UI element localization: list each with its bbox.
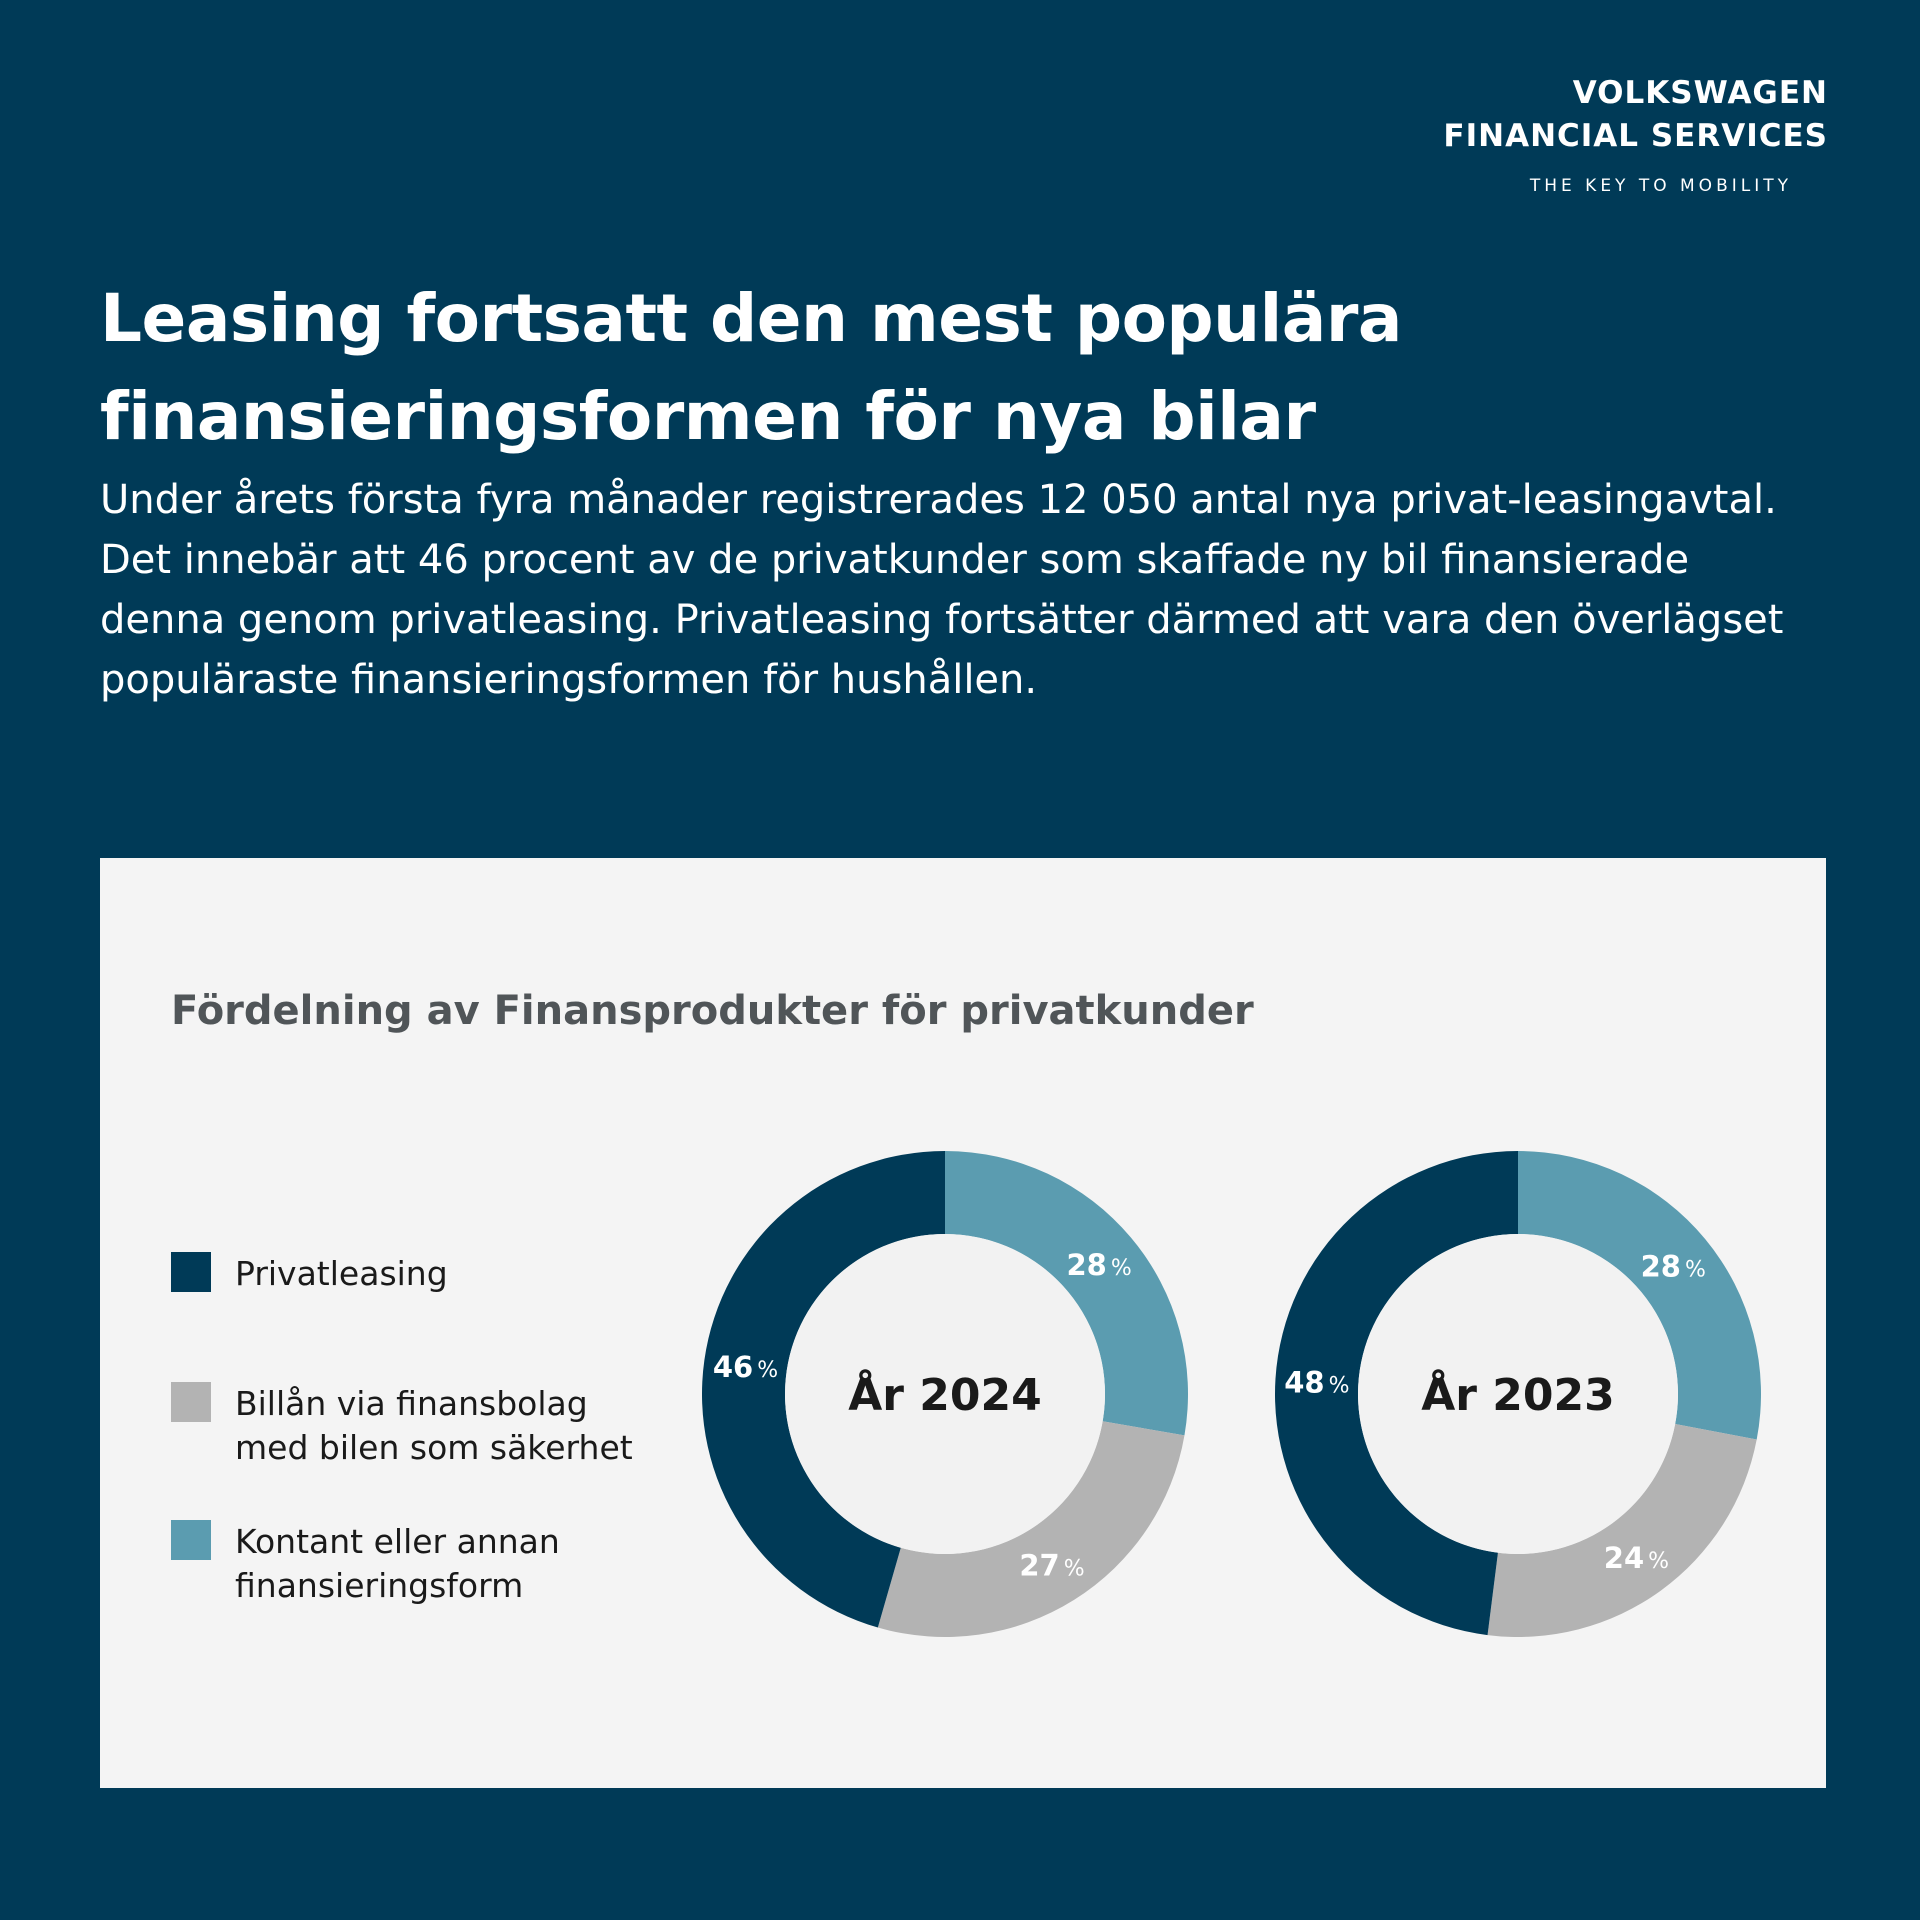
data-label-kontant-0: 28% [1067, 1248, 1132, 1282]
data-label-value: 48 [1284, 1365, 1324, 1399]
data-label-privatleasing-1: 48% [1284, 1365, 1349, 1399]
donut-center-label-1: År 2023 [1421, 1368, 1615, 1421]
data-label-value: 27 [1019, 1549, 1059, 1583]
brand-logo: VOLKSWAGEN FINANCIAL SERVICES THE KEY TO… [1443, 72, 1828, 196]
data-label-value: 28 [1067, 1248, 1107, 1282]
donut-hole-1 [1358, 1234, 1678, 1554]
data-label-billan-1: 24% [1604, 1541, 1669, 1575]
data-label-suffix: % [1064, 1557, 1085, 1582]
donut-center-label-0: År 2024 [848, 1368, 1042, 1421]
brand-name-line2: FINANCIAL SERVICES [1443, 118, 1828, 154]
data-label-value: 46 [713, 1350, 753, 1384]
legend-label-privatleasing: Privatleasing [235, 1254, 448, 1293]
legend-swatch-billan [171, 1382, 211, 1422]
brand-tagline: THE KEY TO MOBILITY [1529, 176, 1792, 196]
donut-hole-0 [785, 1234, 1105, 1554]
legend-swatch-privatleasing [171, 1252, 211, 1292]
legend-label-billan: Billån via finansbolag med bilen som säk… [235, 1384, 633, 1467]
brand-name-line1: VOLKSWAGEN [1572, 75, 1828, 111]
lead-paragraph: Under årets första fyra månader registre… [100, 477, 1784, 703]
data-label-suffix: % [1329, 1373, 1350, 1398]
legend-label-kontant: Kontant eller annan finansieringsform [235, 1522, 560, 1605]
data-label-privatleasing-0: 46% [713, 1350, 778, 1384]
data-label-suffix: % [757, 1358, 778, 1383]
donut-segment-billan-1 [1487, 1423, 1757, 1637]
headline: Leasing fortsatt den mest populära finan… [100, 280, 1402, 455]
data-label-billan-0: 27% [1019, 1549, 1084, 1583]
legend-swatch-kontant [171, 1520, 211, 1560]
data-label-kontant-1: 28% [1641, 1250, 1706, 1284]
data-label-suffix: % [1685, 1258, 1706, 1283]
data-label-value: 24 [1604, 1541, 1644, 1575]
chart-title: Fördelning av Finansprodukter för privat… [171, 988, 1254, 1034]
data-label-suffix: % [1111, 1256, 1132, 1281]
chart-panel: Fördelning av Finansprodukter för privat… [100, 858, 1826, 1788]
data-label-suffix: % [1648, 1549, 1669, 1574]
data-label-value: 28 [1641, 1250, 1681, 1284]
donut-segment-privatleasing-0 [702, 1151, 945, 1628]
donut-segment-privatleasing-1 [1275, 1151, 1518, 1636]
donut-segment-kontant-0 [945, 1151, 1188, 1436]
donut-segment-billan-0 [877, 1421, 1185, 1637]
donut-segment-kontant-1 [1518, 1151, 1761, 1440]
